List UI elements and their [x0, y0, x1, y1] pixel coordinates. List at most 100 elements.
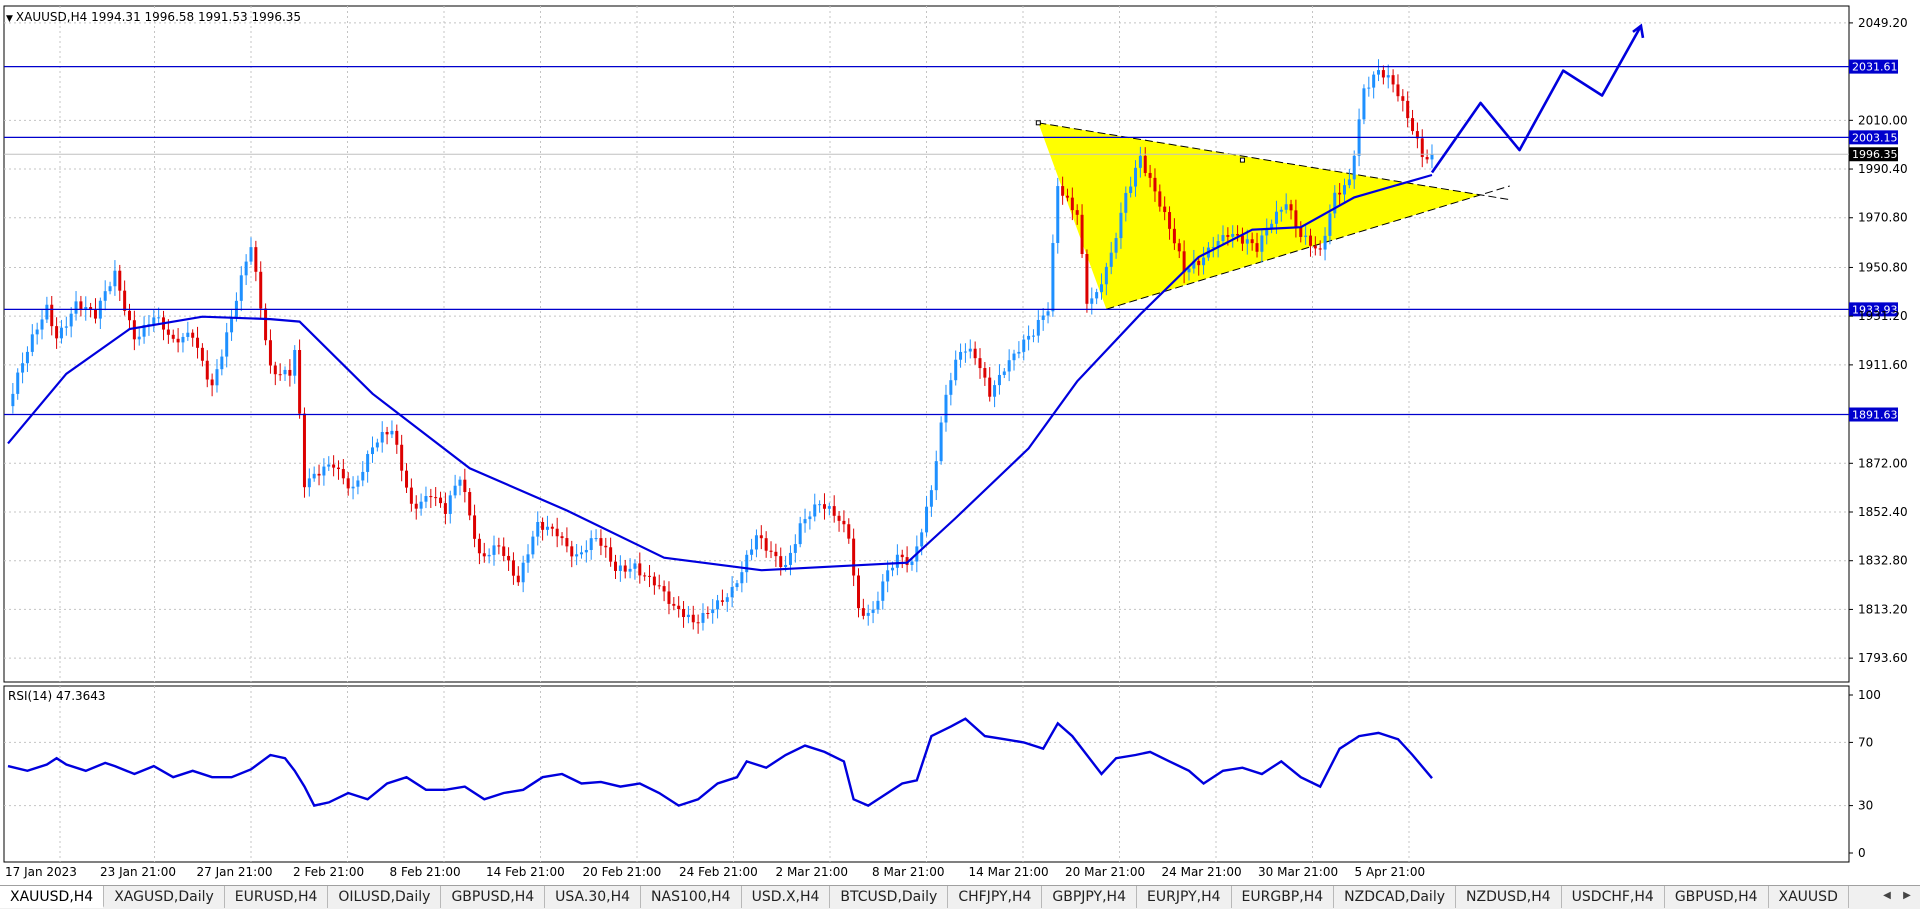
tab-gbpusd-h4[interactable]: GBPUSD,H4: [441, 886, 546, 908]
candle-body: [1411, 118, 1415, 132]
candle-body: [205, 360, 209, 380]
rsi-title: RSI(14) 47.3643: [8, 689, 106, 703]
candle-body: [1347, 179, 1351, 186]
tab-xauusd-h4[interactable]: XAUUSD,H4: [0, 886, 105, 908]
tabs-scroll-right-icon[interactable]: ▶: [1903, 890, 1911, 901]
tab-xauusd[interactable]: XAUUSD: [1769, 886, 1849, 908]
candle-body: [1401, 96, 1405, 101]
candle-body: [1119, 212, 1123, 239]
candle-body: [1226, 235, 1230, 237]
candle-body: [988, 377, 992, 397]
candle-body: [1216, 241, 1220, 248]
rsi-line: [7, 717, 1433, 807]
y-tick-label: 1832.80: [1858, 554, 1908, 568]
tab-usa-30-h4[interactable]: USA.30,H4: [545, 886, 642, 908]
tab-eurjpy-h4[interactable]: EURJPY,H4: [1137, 886, 1232, 908]
candle-body: [390, 430, 394, 435]
candle-body: [482, 553, 486, 557]
candle-body: [813, 504, 817, 517]
candle-body: [1090, 298, 1094, 304]
candle-body: [891, 567, 895, 571]
rsi-polyline: [7, 717, 1433, 807]
candle-body: [322, 466, 326, 476]
candle-body: [225, 332, 229, 357]
candle-body: [983, 368, 987, 378]
candle-body: [686, 614, 690, 618]
candle-body: [560, 536, 564, 539]
candle-body: [827, 506, 831, 509]
candle-body: [268, 340, 272, 366]
candle-body: [861, 608, 865, 616]
tab-gbpusd-h4[interactable]: GBPUSD,H4: [1665, 886, 1769, 908]
tab-usd-x-h4[interactable]: USD.X,H4: [742, 886, 831, 908]
candle-body: [730, 587, 734, 598]
y-axis-labels: 2049.20 2010.00 1990.40 1970.80 1950.80 1931.…: [1849, 16, 1908, 860]
tab-xagusd-daily[interactable]: XAGUSD,Daily: [104, 886, 225, 908]
candle-body: [1095, 292, 1099, 299]
candle-body: [1051, 243, 1055, 312]
candle-body: [701, 612, 705, 623]
level-price-label: 1933.93: [1852, 303, 1898, 316]
candle-body: [599, 538, 603, 546]
candle-body: [1313, 245, 1317, 249]
collapse-triangle-icon[interactable]: ▼: [6, 14, 13, 24]
candle-body: [1012, 353, 1016, 361]
candle-body: [244, 261, 248, 276]
tab-nzdcad-daily[interactable]: NZDCAD,Daily: [1334, 886, 1456, 908]
candle-body: [152, 317, 156, 325]
candle-body: [1109, 252, 1113, 267]
candle-body: [1211, 247, 1215, 249]
candle-body: [638, 563, 642, 576]
y-tick-label: 1852.40: [1858, 505, 1908, 519]
candle-body: [487, 554, 491, 557]
candle-body: [750, 549, 754, 555]
candle-body: [356, 480, 360, 487]
x-tick-label: 5 Apr 21:00: [1355, 865, 1426, 879]
x-tick-label: 2 Mar 21:00: [776, 865, 849, 879]
candle-body: [1245, 239, 1249, 244]
candle-body: [1148, 172, 1152, 178]
x-axis-labels: 17 Jan 2023 23 Jan 21:00 27 Jan 21:00 2 Feb…: [5, 865, 1425, 879]
candle-body: [531, 536, 535, 555]
candle-body: [176, 338, 180, 343]
candle-body: [521, 562, 525, 583]
tab-gbpjpy-h4[interactable]: GBPJPY,H4: [1042, 886, 1137, 908]
candle-body: [779, 556, 783, 568]
candle-body: [1129, 186, 1133, 194]
tab-eurusd-h4[interactable]: EURUSD,H4: [225, 886, 329, 908]
candle-body: [1114, 238, 1118, 253]
tab-oilusd-daily[interactable]: OILUSD,Daily: [328, 886, 442, 908]
tabs-scroll-left-icon[interactable]: ◀: [1883, 890, 1891, 901]
tab-nzdusd-h4[interactable]: NZDUSD,H4: [1456, 886, 1562, 908]
candle-body: [1221, 235, 1225, 242]
tab-nas100-h4[interactable]: NAS100,H4: [641, 886, 742, 908]
candle-body: [997, 374, 1001, 386]
candle-body: [11, 393, 15, 407]
candle-body: [419, 501, 423, 509]
rsi-y-tick-label: 0: [1858, 846, 1866, 860]
candle-body: [784, 564, 788, 568]
candle-body: [900, 554, 904, 558]
tab-chfjpy-h4[interactable]: CHFJPY,H4: [948, 886, 1043, 908]
tab-usdchf-h4[interactable]: USDCHF,H4: [1562, 886, 1665, 908]
candle-body: [288, 369, 292, 376]
candle-body: [716, 600, 720, 610]
candle-body: [536, 521, 540, 537]
candle-body: [108, 286, 112, 292]
candle-body: [720, 600, 724, 602]
candle-body: [113, 270, 117, 287]
candle-body: [925, 506, 929, 533]
candle-body: [434, 497, 438, 499]
x-tick-label: 17 Jan 2023: [5, 865, 77, 879]
candle-body: [79, 301, 83, 310]
candle-body: [409, 487, 413, 504]
tab-btcusd-daily[interactable]: BTCUSD,Daily: [830, 886, 949, 908]
candle-body: [468, 492, 472, 516]
candle-body: [662, 586, 666, 592]
tab-eurgbp-h4[interactable]: EURGBP,H4: [1232, 886, 1335, 908]
candle-body: [1041, 315, 1045, 320]
candle-body: [293, 350, 297, 376]
candle-body: [448, 495, 452, 514]
candle-body: [978, 358, 982, 369]
